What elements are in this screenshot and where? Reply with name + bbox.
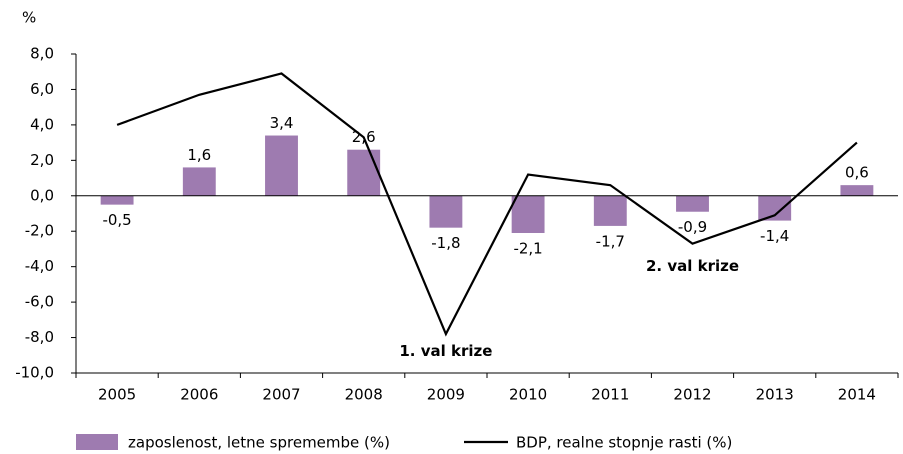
x-tick-label: 2006 <box>180 386 218 404</box>
x-tick-label: 2013 <box>756 386 794 404</box>
x-tick-label: 2012 <box>673 386 711 404</box>
data-label: -0,9 <box>678 218 707 236</box>
data-label: 1,6 <box>187 146 211 164</box>
y-tick-label: 0,0 <box>30 186 54 204</box>
legend-swatch <box>76 434 118 450</box>
y-tick-label: -2,0 <box>25 222 54 240</box>
bar <box>511 195 545 233</box>
x-tick-label: 2009 <box>427 386 465 404</box>
legend-label: zaposlenost, letne spremembe (%) <box>128 434 390 452</box>
x-tick-label: 2014 <box>838 386 876 404</box>
y-tick-label: -4,0 <box>25 257 54 275</box>
data-label: 3,4 <box>270 114 294 132</box>
legend-label: BDP, realne stopnje rasti (%) <box>516 434 732 452</box>
bar <box>840 185 874 196</box>
bar <box>758 195 792 221</box>
y-tick-label: 2,0 <box>30 151 54 169</box>
x-tick-label: 2011 <box>591 386 629 404</box>
y-tick-label: -6,0 <box>25 293 54 311</box>
annotation: 2. val krize <box>646 257 739 275</box>
data-label: -1,4 <box>760 227 789 245</box>
bar <box>593 195 627 226</box>
x-tick-label: 2008 <box>345 386 383 404</box>
bar <box>182 167 216 196</box>
line <box>116 72 858 337</box>
bar <box>347 149 381 196</box>
y-tick-label: 4,0 <box>30 115 54 133</box>
annotation: 1. val krize <box>399 342 492 360</box>
data-label: -2,1 <box>513 239 542 257</box>
data-label: 0,6 <box>845 164 869 182</box>
y-tick-label: -8,0 <box>25 328 54 346</box>
data-label: -0,5 <box>102 211 131 229</box>
data-label: -1,8 <box>431 234 460 252</box>
y-tick-label: 8,0 <box>30 45 54 63</box>
x-tick-label: 2007 <box>262 386 300 404</box>
bar <box>429 195 463 228</box>
bar <box>676 195 709 212</box>
x-tick-label: 2005 <box>98 386 136 404</box>
bar <box>265 135 298 196</box>
y-unit: % <box>22 9 36 27</box>
bar <box>100 195 134 205</box>
x-tick-label: 2010 <box>509 386 547 404</box>
y-tick-label: 6,0 <box>30 80 54 98</box>
y-tick-label: -10,0 <box>15 364 54 382</box>
data-label: -1,7 <box>596 232 625 250</box>
